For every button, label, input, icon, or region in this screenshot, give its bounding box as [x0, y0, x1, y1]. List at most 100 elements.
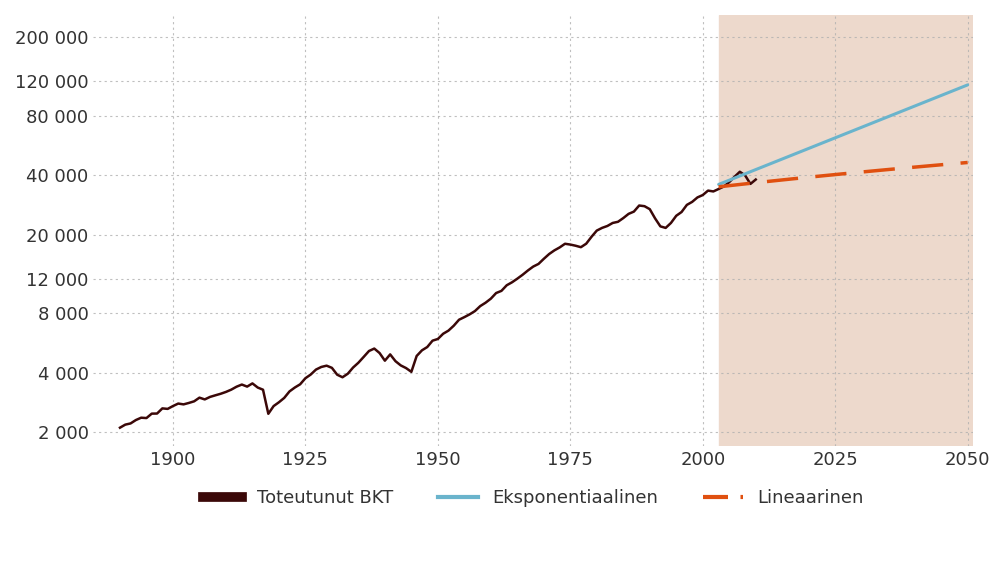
Eksponentiaalinen [930, 94, 942, 101]
Lineaarinen [925, 162, 937, 169]
Eksponentiaalinen [792, 149, 804, 156]
Lineaarinen [903, 164, 915, 171]
Toteutunut BKT [733, 169, 745, 175]
Eksponentiaalinen [962, 82, 974, 89]
Eksponentiaalinen [798, 147, 810, 154]
Lineaarinen [957, 160, 969, 166]
Lineaarinen [824, 171, 836, 178]
Lineaarinen [871, 167, 883, 174]
Lineaarinen [877, 166, 889, 173]
Eksponentiaalinen [777, 156, 789, 162]
Eksponentiaalinen [850, 126, 862, 133]
Toteutunut BKT [543, 250, 555, 257]
Lineaarinen [908, 164, 920, 170]
Lineaarinen [771, 177, 783, 184]
Toteutunut BKT [511, 275, 523, 282]
Lineaarinen [813, 173, 825, 179]
Lineaarinen [754, 179, 767, 186]
Eksponentiaalinen [887, 111, 899, 118]
Eksponentiaalinen [771, 158, 783, 165]
Toteutunut BKT [707, 188, 719, 195]
Lineaarinen [787, 175, 799, 182]
Eksponentiaalinen [813, 141, 825, 148]
Eksponentiaalinen [882, 113, 894, 120]
Lineaarinen [936, 161, 948, 168]
Lineaarinen [887, 166, 899, 173]
Eksponentiaalinen [829, 134, 841, 141]
Toteutunut BKT [749, 176, 762, 183]
Lineaarinen [882, 166, 894, 173]
Eksponentiaalinen [946, 88, 958, 95]
Lineaarinen [728, 182, 740, 188]
Lineaarinen [766, 178, 778, 184]
Eksponentiaalinen [892, 109, 904, 116]
Lineaarinen [861, 168, 873, 175]
Eksponentiaalinen [718, 179, 730, 186]
Lineaarinen [850, 169, 862, 176]
Lineaarinen [792, 175, 804, 182]
Eksponentiaalinen [723, 177, 735, 183]
Eksponentiaalinen [733, 173, 745, 179]
Eksponentiaalinen [803, 145, 815, 152]
Eksponentiaalinen [908, 103, 920, 109]
Lineaarinen [898, 165, 910, 171]
Eksponentiaalinen [951, 86, 963, 92]
Lineaarinen [808, 173, 820, 180]
Toteutunut BKT [384, 351, 396, 358]
Eksponentiaalinen [903, 105, 915, 112]
Eksponentiaalinen [840, 130, 852, 137]
Eksponentiaalinen [957, 83, 969, 90]
Lineaarinen [739, 180, 751, 187]
Eksponentiaalinen [728, 175, 740, 182]
Lineaarinen [777, 177, 789, 183]
Eksponentiaalinen [749, 166, 762, 173]
Eksponentiaalinen [913, 100, 926, 107]
Eksponentiaalinen [787, 151, 799, 158]
Lineaarinen [803, 174, 815, 180]
Lineaarinen [919, 163, 932, 170]
Lineaarinen [829, 171, 841, 178]
Lineaarinen [798, 174, 810, 181]
Eksponentiaalinen [766, 160, 778, 166]
Eksponentiaalinen [845, 128, 857, 135]
Legend: Toteutunut BKT, Eksponentiaalinen, Lineaarinen: Toteutunut BKT, Eksponentiaalinen, Linea… [195, 482, 871, 514]
Eksponentiaalinen [761, 162, 773, 169]
Eksponentiaalinen [919, 99, 932, 105]
Lineaarinen [834, 171, 846, 178]
Lineaarinen [946, 161, 958, 168]
Eksponentiaalinen [712, 181, 724, 188]
Eksponentiaalinen [936, 92, 948, 99]
Eksponentiaalinen [754, 164, 767, 171]
Eksponentiaalinen [877, 116, 889, 122]
Line: Toteutunut BKT: Toteutunut BKT [120, 172, 756, 428]
Lineaarinen [782, 176, 794, 183]
Toteutunut BKT [263, 411, 275, 417]
Lineaarinen [712, 183, 724, 190]
Bar [718, 15, 973, 446]
Toteutunut BKT [114, 424, 126, 431]
Eksponentiaalinen [856, 124, 868, 131]
Lineaarinen [930, 162, 942, 169]
Lineaarinen [913, 163, 926, 170]
Lineaarinen [744, 180, 757, 187]
Eksponentiaalinen [861, 122, 873, 129]
Lineaarinen [749, 179, 762, 186]
Line: Eksponentiaalinen: Eksponentiaalinen [718, 85, 968, 184]
Eksponentiaalinen [898, 107, 910, 114]
Lineaarinen [718, 183, 730, 190]
Line: Lineaarinen: Lineaarinen [718, 162, 968, 187]
Lineaarinen [951, 160, 963, 167]
Eksponentiaalinen [819, 139, 831, 146]
Eksponentiaalinen [834, 133, 846, 139]
Lineaarinen [962, 159, 974, 166]
Eksponentiaalinen [925, 96, 937, 103]
Eksponentiaalinen [782, 153, 794, 160]
Lineaarinen [845, 170, 857, 177]
Lineaarinen [761, 178, 773, 185]
Lineaarinen [892, 165, 904, 172]
Lineaarinen [733, 181, 745, 188]
Lineaarinen [840, 170, 852, 177]
Eksponentiaalinen [871, 117, 883, 124]
Eksponentiaalinen [808, 143, 820, 149]
Eksponentiaalinen [866, 120, 878, 126]
